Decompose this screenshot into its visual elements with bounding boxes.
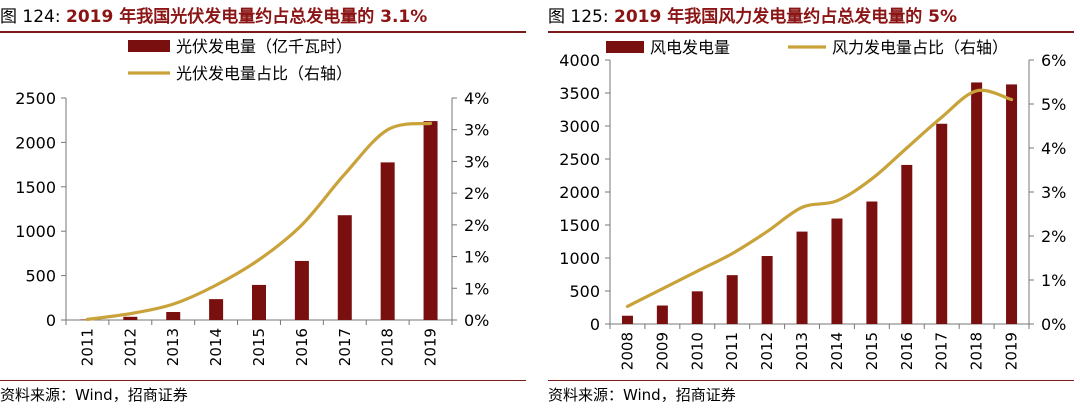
bar	[252, 284, 266, 320]
x-tick-label: 2018	[379, 328, 397, 366]
bar	[337, 215, 352, 320]
bar	[380, 162, 395, 320]
legend-label-bar: 光伏发电量（亿千瓦时）	[176, 37, 352, 56]
y-tick-label: 500	[569, 282, 600, 301]
y2-tick-label: 2%	[1041, 227, 1066, 246]
y-tick-label: 2500	[559, 150, 600, 169]
bar	[971, 82, 983, 324]
wind-generation-chart: 0 500 1000 1500 2000 2500 3000 3500 4000 0% 1% 2% 3%…	[559, 38, 1066, 370]
y2-tick-label: 0%	[464, 311, 489, 330]
y2-tick-label: 1%	[1041, 271, 1066, 290]
y2-tick-label: 1%	[464, 248, 489, 267]
y2-tick-label: 2%	[464, 184, 489, 203]
y-tick-label: 4000	[559, 51, 600, 70]
x-tick-label: 2012	[758, 332, 776, 370]
y-tick-label: 3500	[559, 84, 600, 103]
x-tick-label: 2011	[723, 332, 741, 370]
y-tick-label: 3000	[559, 117, 600, 136]
bar	[726, 275, 738, 324]
bar	[831, 218, 843, 324]
y2-tick-label: 5%	[1041, 95, 1066, 114]
bar	[656, 305, 668, 324]
y-tick-label: 1500	[15, 178, 56, 197]
figure-title: 图 125: 2019 年我国风力发电量约占总发电量的 5%	[548, 4, 957, 30]
legend-swatch-bar	[606, 41, 644, 53]
figure-number: 图 125:	[548, 7, 609, 27]
y2-tick-label: 0%	[1041, 315, 1066, 334]
figure-title-text: 2019 年我国光伏发电量约占总发电量的 3.1%	[66, 7, 428, 27]
x-tick-label: 2013	[793, 332, 811, 370]
figure-124: 图 124: 2019 年我国光伏发电量约占总发电量的 3.1% 0 500 100…	[0, 0, 532, 408]
x-tick-label: 2017	[336, 328, 354, 366]
bar	[166, 312, 181, 320]
y2-tick-label: 3%	[464, 152, 489, 171]
bar	[209, 299, 224, 320]
x-tick-label: 2014	[828, 332, 846, 370]
y-tick-label: 0	[590, 315, 600, 334]
y2-tick-label: 6%	[1041, 51, 1066, 70]
bar	[691, 291, 703, 324]
source-rule	[548, 380, 1074, 381]
x-tick-label: 2015	[250, 328, 268, 366]
figure-125: 图 125: 2019 年我国风力发电量约占总发电量的 5% 0 500 1000 1…	[548, 0, 1080, 408]
y-tick-label: 1000	[559, 249, 600, 268]
share-line	[625, 88, 1014, 308]
bar	[761, 256, 773, 324]
figure-title-text: 2019 年我国风力发电量约占总发电量的 5%	[614, 7, 958, 27]
bar	[423, 121, 438, 320]
x-tick-label: 2014	[207, 328, 225, 366]
legend-label-bar: 风电发电量	[650, 38, 730, 57]
figure-title: 图 124: 2019 年我国光伏发电量约占总发电量的 3.1%	[0, 4, 427, 30]
title-rule	[0, 31, 526, 33]
x-tick-label: 2016	[898, 332, 916, 370]
y2-tick-label: 2%	[464, 216, 489, 235]
bar	[123, 316, 138, 320]
x-tick-label: 2013	[164, 328, 182, 366]
y-tick-label: 1000	[15, 222, 56, 241]
y2-tick-label: 4%	[1041, 139, 1066, 158]
x-tick-label: 2009	[653, 332, 671, 370]
figure-number: 图 124:	[0, 7, 61, 27]
x-tick-label: 2019	[422, 328, 440, 366]
y-tick-label: 2500	[15, 89, 56, 108]
bar	[621, 315, 633, 324]
legend-label-line: 风力发电量占比（右轴）	[832, 38, 1008, 57]
y-tick-label: 0	[46, 311, 56, 330]
bar	[1006, 84, 1018, 324]
x-tick-label: 2018	[968, 332, 986, 370]
share-line	[85, 121, 433, 321]
y2-tick-label: 1%	[464, 279, 489, 298]
y2-tick-label: 3%	[464, 121, 489, 140]
bar	[796, 231, 808, 324]
title-rule	[548, 31, 1074, 33]
y-tick-label: 1500	[559, 216, 600, 235]
y-tick-label: 2000	[15, 133, 56, 152]
source-rule	[0, 380, 526, 381]
legend-label-line: 光伏发电量占比（右轴）	[176, 64, 352, 83]
x-tick-label: 2008	[618, 332, 636, 370]
x-tick-label: 2016	[293, 328, 311, 366]
solar-generation-chart: 0 500 1000 1500 2000 2500 0% 1% 1% 2% 2% 3% 3% 4% 2011…	[15, 37, 489, 366]
y2-tick-label: 3%	[1041, 183, 1066, 202]
source-note: 资料来源：Wind，招商证券	[0, 386, 188, 404]
x-tick-label: 2011	[78, 328, 96, 366]
bar	[901, 164, 913, 324]
source-note: 资料来源：Wind，招商证券	[548, 386, 736, 404]
y2-tick-label: 4%	[464, 89, 489, 108]
legend-swatch-bar	[128, 40, 170, 52]
x-tick-label: 2015	[863, 332, 881, 370]
x-tick-label: 2010	[688, 332, 706, 370]
y-tick-label: 2000	[559, 183, 600, 202]
bar	[294, 260, 309, 320]
bar	[866, 201, 878, 324]
x-tick-label: 2017	[933, 332, 951, 370]
y-tick-label: 500	[25, 267, 56, 286]
x-tick-label: 2019	[1003, 332, 1021, 370]
bar	[936, 123, 948, 324]
x-tick-label: 2012	[121, 328, 139, 366]
